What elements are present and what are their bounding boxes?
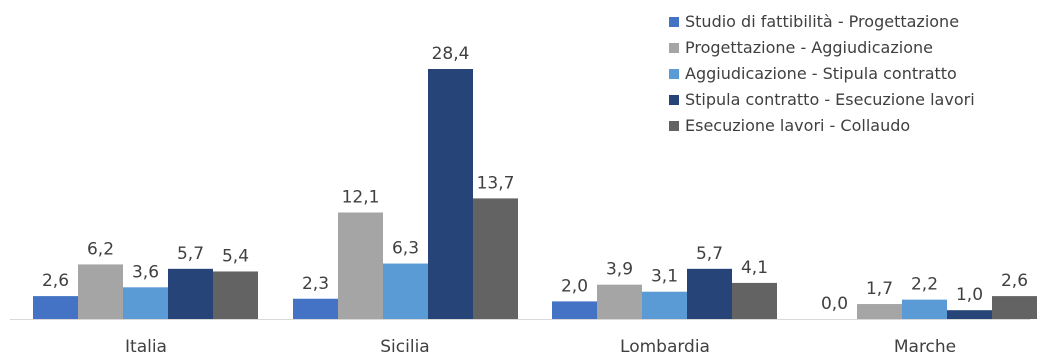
- data-label: 13,7: [477, 173, 515, 193]
- bar: [383, 263, 428, 319]
- category-tick-label: Lombardia: [620, 337, 710, 357]
- legend-label: Stipula contratto - Esecuzione lavori: [685, 90, 975, 109]
- data-label: 0,0: [821, 294, 848, 314]
- bar: [293, 298, 338, 319]
- category-tick-label: Italia: [125, 337, 167, 357]
- legend-label: Progettazione - Aggiudicazione: [685, 38, 933, 57]
- data-label: 2,6: [42, 271, 69, 291]
- data-label: 3,9: [606, 260, 633, 280]
- legend-label: Studio di fattibilità - Progettazione: [685, 12, 959, 31]
- bar: [123, 287, 168, 319]
- bar: [687, 268, 732, 319]
- bar: [168, 268, 213, 319]
- value-labels-layer: 2,6 6,2 3,6 5,7 5,4 2,3 12,1 6,3 28,4 13,7 2,0 3,9 3…: [42, 44, 1028, 314]
- category-labels-layer: Italia Sicilia Lombardia Marche: [125, 337, 956, 357]
- data-label: 1,0: [956, 285, 983, 305]
- bar: [78, 264, 123, 319]
- legend-swatch: [669, 95, 679, 105]
- bar: [992, 296, 1037, 319]
- legend-swatch: [669, 17, 679, 27]
- bar: [947, 310, 992, 319]
- bar: [213, 271, 258, 319]
- bar: [338, 212, 383, 319]
- bar: [552, 301, 597, 319]
- legend-label: Esecuzione lavori - Collaudo: [685, 116, 910, 135]
- legend-swatch: [669, 69, 679, 79]
- bar: [428, 69, 473, 319]
- data-label: 5,7: [696, 244, 723, 264]
- data-label: 1,7: [866, 279, 893, 299]
- data-label: 2,6: [1001, 271, 1028, 291]
- bar: [33, 296, 78, 319]
- bars-layer: [33, 69, 1037, 319]
- legend-label: Aggiudicazione - Stipula contratto: [685, 64, 957, 83]
- category-tick-label: Sicilia: [380, 337, 429, 357]
- data-label: 2,3: [302, 274, 329, 294]
- category-tick-label: Marche: [894, 337, 956, 357]
- data-label: 6,3: [392, 239, 419, 259]
- data-label: 3,6: [132, 262, 159, 282]
- data-label: 2,0: [561, 276, 588, 296]
- bar: [642, 291, 687, 319]
- data-label: 12,1: [342, 187, 380, 207]
- data-label: 4,1: [741, 258, 768, 278]
- legend: Studio di fattibilità - Progettazione Pro…: [669, 12, 975, 135]
- data-label: 5,4: [222, 246, 249, 266]
- data-label: 2,2: [911, 275, 938, 295]
- data-label: 6,2: [87, 239, 114, 259]
- bar: [902, 299, 947, 319]
- data-label: 28,4: [432, 44, 470, 64]
- data-label: 5,7: [177, 244, 204, 264]
- legend-swatch: [669, 43, 679, 53]
- bar: [857, 304, 902, 319]
- bar: [732, 282, 777, 319]
- bar: [597, 284, 642, 319]
- legend-swatch: [669, 121, 679, 131]
- data-label: 3,1: [651, 267, 678, 287]
- bar: [473, 198, 518, 319]
